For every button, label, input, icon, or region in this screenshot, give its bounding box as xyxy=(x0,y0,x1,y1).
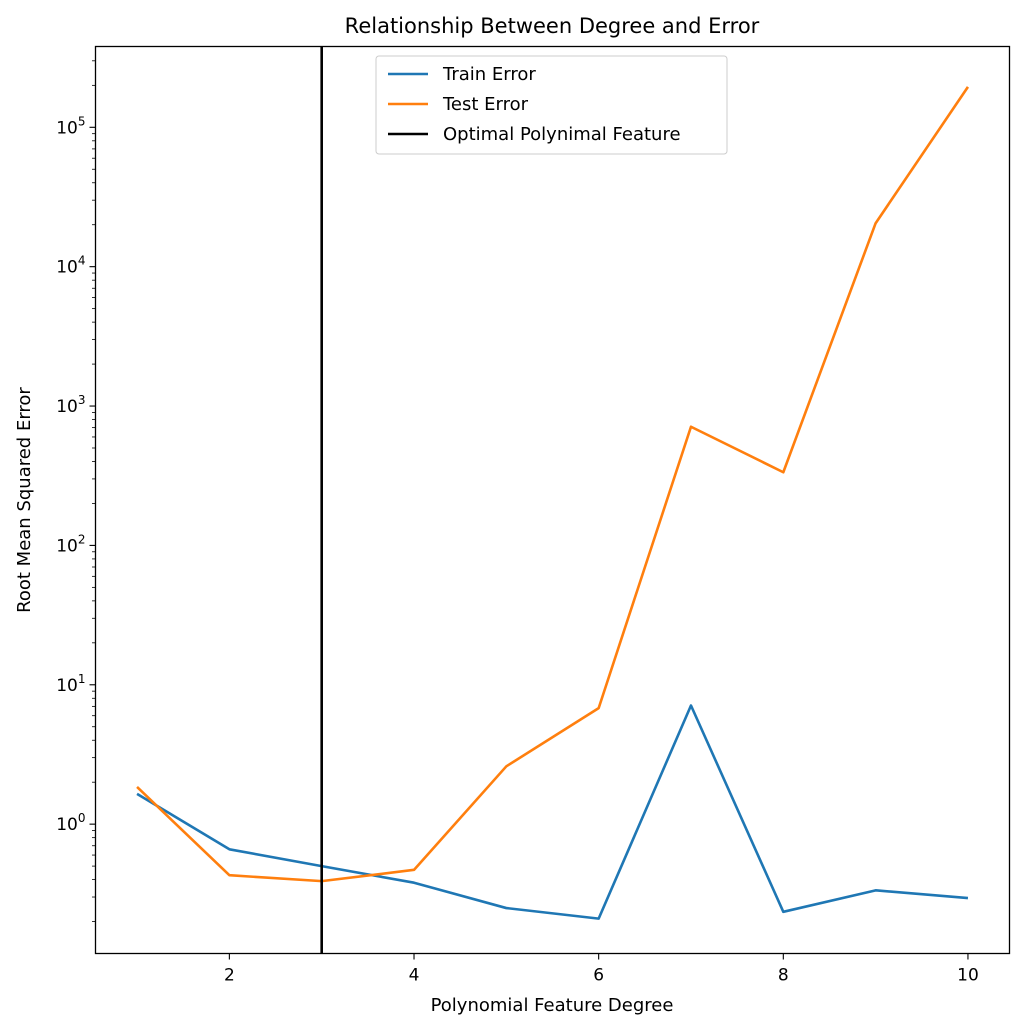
legend: Train Error Test Error Optimal Polynimal… xyxy=(375,55,728,155)
x-axis-title: Polynomial Feature Degree xyxy=(431,995,674,1016)
legend-label-test-error: Test Error xyxy=(442,94,529,115)
legend-frame xyxy=(375,55,728,155)
x-axis: 2 4 6 8 10 xyxy=(224,953,979,986)
plot-lines xyxy=(136,46,970,954)
y-tick-label: 103 xyxy=(56,393,85,417)
legend-label-train-error: Train Error xyxy=(442,64,536,85)
y-tick-label: 104 xyxy=(56,254,85,278)
x-tick-label: 6 xyxy=(593,966,604,986)
x-tick-label: 10 xyxy=(957,966,979,986)
chart-title: Relationship Between Degree and Error xyxy=(345,14,760,38)
y-tick-label: 105 xyxy=(56,114,85,138)
series-line-train-error xyxy=(136,704,969,920)
y-tick-label: 102 xyxy=(56,532,85,556)
x-tick-label: 8 xyxy=(778,966,789,986)
y-axis-title: Root Mean Squared Error xyxy=(14,387,35,613)
legend-label-optimal-feature: Optimal Polynimal Feature xyxy=(443,124,681,145)
plot-area xyxy=(94,45,1011,955)
series-line-test-error xyxy=(136,86,970,883)
y-tick-label: 101 xyxy=(56,672,85,696)
y-tick-label: 100 xyxy=(56,811,85,835)
x-tick-label: 4 xyxy=(409,966,420,986)
x-tick-label: 2 xyxy=(224,966,235,986)
y-axis: 100 101 102 103 104 105 xyxy=(56,60,96,922)
